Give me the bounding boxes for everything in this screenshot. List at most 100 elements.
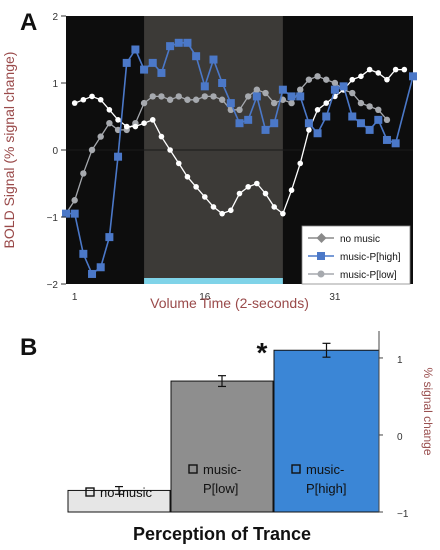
data-point [314, 73, 321, 80]
data-point [218, 79, 227, 87]
data-point [115, 117, 121, 123]
legend-marker [317, 252, 325, 260]
data-point [201, 93, 208, 100]
bar-category-label: P[low] [203, 481, 238, 496]
stimulus-marker-bar [144, 278, 283, 284]
data-point [131, 45, 140, 54]
data-point [384, 76, 390, 83]
data-point [383, 116, 391, 124]
data-point [140, 99, 148, 107]
data-point [348, 112, 357, 121]
data-point [218, 96, 226, 103]
data-point [97, 133, 104, 140]
data-point [167, 147, 173, 153]
data-point [123, 123, 130, 130]
data-point [323, 100, 330, 106]
y-tick-label: 1 [397, 355, 403, 366]
y-tick-label: −1 [47, 213, 59, 224]
data-point [287, 92, 296, 101]
panel-a-line-chart: −2 −1 0 1 2 1 16 31 BOLD Signal (% signal chan… [1, 12, 417, 311]
bar-category-label: no music [100, 485, 153, 500]
data-point [226, 99, 235, 108]
data-point [71, 197, 78, 204]
data-point [228, 207, 234, 214]
category-square-icon [188, 464, 198, 474]
data-point [80, 96, 87, 103]
y-tick-label: −1 [397, 509, 409, 520]
data-point [297, 86, 304, 93]
data-point [166, 42, 175, 51]
data-point [193, 184, 199, 190]
data-point [219, 210, 225, 217]
bar-category-label: P[high] [306, 481, 346, 496]
data-point [88, 269, 97, 278]
data-point [401, 66, 408, 73]
data-point [358, 73, 364, 80]
category-square-icon [291, 464, 301, 474]
data-point [174, 38, 183, 47]
y-tick-label: 0 [397, 432, 403, 443]
legend-marker [317, 270, 325, 278]
data-point [331, 79, 339, 87]
y-tick-label: 2 [52, 12, 58, 23]
data-point [357, 99, 365, 107]
data-point [270, 119, 279, 128]
category-square-icon [85, 487, 95, 497]
panel-b-bar-chart: no music music- P[low] music- P[high] −1 0 1 %… [67, 331, 435, 544]
data-point [122, 58, 131, 67]
x-axis-label: Perception of Trance [133, 524, 311, 544]
data-point [149, 93, 156, 100]
data-point [409, 72, 417, 81]
legend-marker [316, 233, 327, 243]
data-point [304, 119, 313, 128]
bar-music-p-low: music- P[low] [170, 375, 274, 513]
data-point [323, 76, 330, 83]
data-point [97, 96, 104, 103]
data-point [253, 86, 261, 93]
data-point [62, 209, 70, 218]
data-point [202, 194, 208, 200]
data-point [313, 129, 322, 138]
series-line [66, 41, 414, 276]
data-point [141, 120, 147, 126]
data-point [392, 66, 399, 73]
data-point [158, 93, 165, 100]
y-tick-label: −2 [47, 280, 59, 291]
data-point [158, 133, 165, 140]
data-point [200, 82, 209, 91]
y-axis-label: BOLD Signal (% signal change) [1, 52, 17, 249]
y-tick-label: 1 [52, 79, 58, 90]
data-point [305, 76, 313, 83]
data-point [349, 89, 356, 97]
data-point [70, 209, 79, 218]
series-music-p-high [62, 38, 417, 278]
data-point [209, 55, 218, 64]
data-point [148, 58, 157, 67]
data-point [184, 96, 191, 103]
data-point [262, 190, 269, 197]
data-point [375, 70, 382, 76]
legend: no music music-P[high] music-P[low] [301, 225, 411, 285]
data-point [157, 68, 166, 77]
data-point [80, 170, 87, 177]
data-point [245, 184, 251, 190]
data-point [184, 174, 191, 180]
bar-category-label: music- [306, 462, 344, 477]
x-tick-label: 31 [329, 292, 341, 303]
data-point [254, 180, 260, 187]
data-point [166, 96, 174, 103]
bar-category-label: music- [203, 462, 241, 477]
data-point [271, 99, 278, 107]
data-point [244, 93, 252, 100]
data-point [366, 103, 373, 110]
data-point [382, 135, 391, 144]
x-tick-label: 16 [199, 292, 211, 303]
y-axis-label: % signal change [421, 367, 435, 455]
data-point [391, 139, 400, 148]
data-point [366, 66, 373, 73]
data-point [183, 38, 192, 47]
bar [170, 380, 274, 513]
data-point [296, 92, 305, 101]
data-point [306, 127, 312, 133]
data-point [356, 119, 365, 128]
